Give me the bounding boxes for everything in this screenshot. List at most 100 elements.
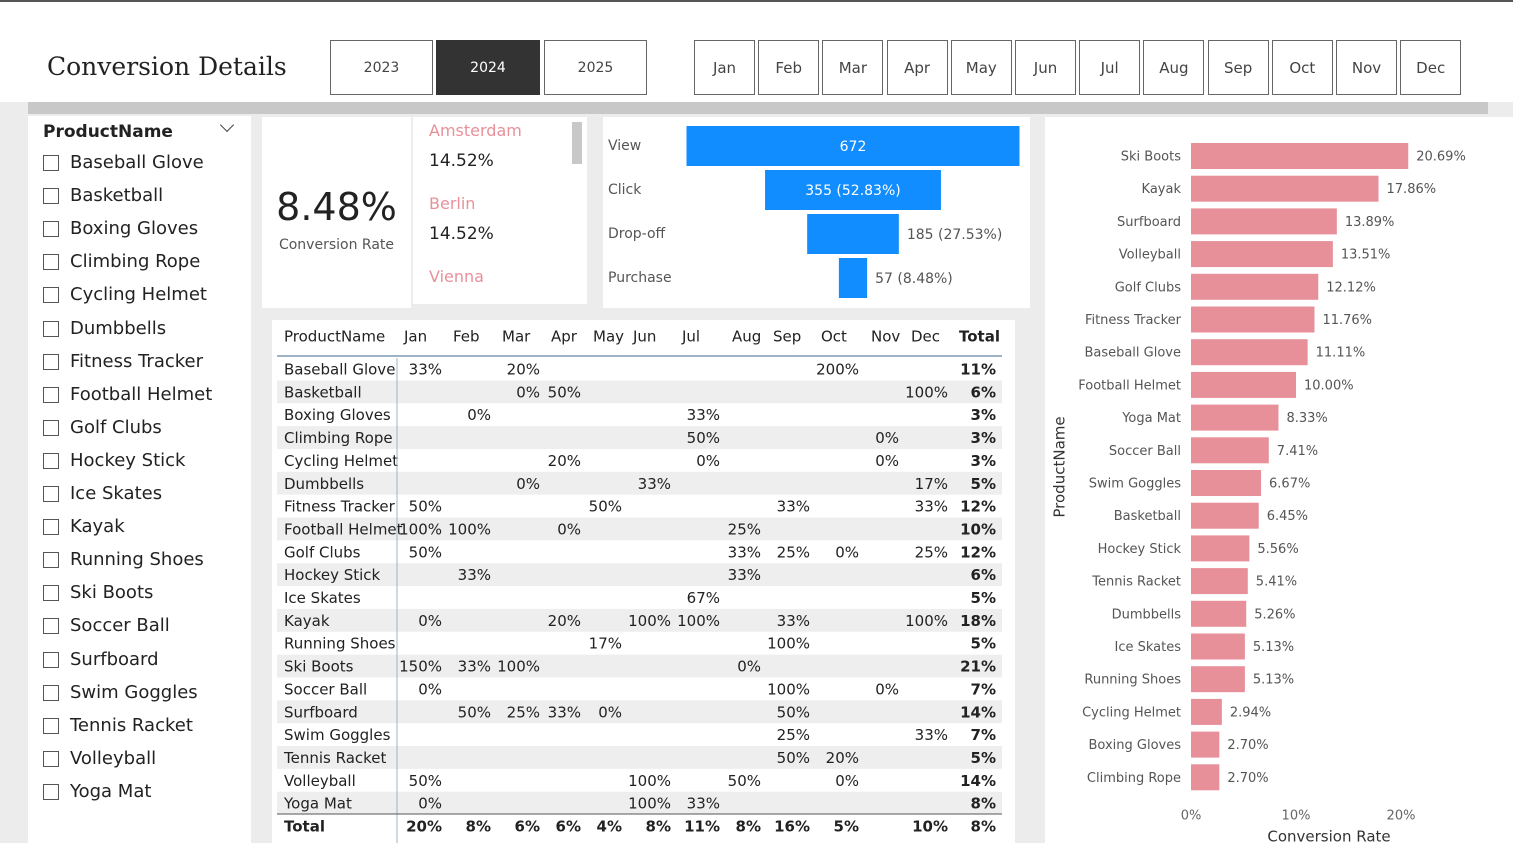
funnel-label: View	[608, 138, 641, 154]
matrix-cell: 50%	[777, 749, 810, 767]
month-button[interactable]: Jun	[1015, 40, 1076, 95]
scrollbar[interactable]	[572, 122, 582, 164]
matrix-cell: 18%	[960, 612, 996, 630]
city-name: Vienna	[429, 267, 484, 286]
slicer-item[interactable]: Basketball	[70, 185, 164, 207]
matrix-header: Apr	[551, 328, 578, 346]
dropdown-chevron[interactable]	[219, 117, 235, 133]
y-tick-label: Yoga Mat	[1121, 411, 1181, 426]
bar-value-label: 11.76%	[1322, 313, 1372, 328]
matrix-cell: 100%	[905, 383, 948, 401]
bar	[1191, 568, 1248, 595]
slicer-item[interactable]: Volleyball	[70, 747, 157, 769]
matrix-cell: 25%	[507, 703, 540, 721]
slicer-item[interactable]: Yoga Mat	[70, 780, 152, 802]
month-button[interactable]: Sep	[1207, 40, 1269, 95]
slicer-item[interactable]: Surfboard	[70, 648, 159, 670]
month-button[interactable]: Oct	[1271, 40, 1333, 95]
checkbox[interactable]	[43, 221, 59, 238]
slicer-item[interactable]: Hockey Stick	[70, 449, 186, 471]
row-label: Running Shoes	[284, 635, 396, 653]
row-label: Boxing Gloves	[284, 406, 391, 424]
checkbox[interactable]	[43, 717, 59, 734]
y-tick-label: Football Helmet	[1078, 378, 1181, 393]
checkbox[interactable]	[43, 386, 59, 403]
checkbox[interactable]	[43, 254, 59, 271]
city-value: 14.52%	[429, 151, 494, 171]
matrix-header: Sep	[773, 328, 801, 346]
kpi-label: Conversion Rate	[278, 237, 395, 253]
slicer-item[interactable]: Climbing Rope	[70, 251, 201, 273]
checkbox[interactable]	[43, 320, 59, 337]
month-button[interactable]: Jan	[694, 40, 755, 95]
month-button[interactable]: May	[950, 40, 1012, 95]
matrix-cell: 50%	[458, 703, 491, 721]
row-label: Yoga Mat	[283, 795, 352, 813]
slicer-item[interactable]: Ice Skates	[70, 483, 163, 504]
bar-value-label: 10.00%	[1304, 378, 1354, 393]
bar-value-label: 8.33%	[1286, 411, 1327, 426]
y-tick-label: Ice Skates	[1115, 640, 1182, 655]
bar-value-label: 5.13%	[1253, 640, 1294, 655]
checkbox[interactable]	[43, 519, 59, 536]
slicer-item[interactable]: Running Shoes	[70, 549, 204, 571]
year-button[interactable]: 2025	[544, 40, 647, 95]
matrix-cell: 0%	[418, 795, 442, 813]
total-cell: 8%	[971, 818, 996, 836]
matrix-cell: 100%	[905, 612, 948, 630]
matrix-cell: 10%	[960, 520, 996, 538]
checkbox[interactable]	[43, 419, 59, 436]
month-button[interactable]: Jul	[1079, 40, 1141, 95]
row-band	[277, 471, 1002, 495]
slicer-item[interactable]: Football Helmet	[70, 383, 213, 405]
slicer-item[interactable]: Ski Boots	[70, 582, 154, 604]
slicer-item[interactable]: Tennis Racket	[70, 714, 193, 736]
checkbox[interactable]	[43, 651, 59, 668]
bar-value-label: 17.86%	[1387, 182, 1437, 197]
matrix-header: Nov	[871, 328, 900, 346]
month-button[interactable]: Mar	[822, 40, 884, 95]
slicer-item[interactable]: Cycling Helmet	[70, 284, 207, 306]
slicer-item[interactable]: Dumbbells	[70, 317, 167, 339]
slicer-item[interactable]: Soccer Ball	[70, 615, 170, 637]
y-tick-label: Boxing Gloves	[1088, 738, 1181, 753]
month-button[interactable]: Nov	[1336, 40, 1397, 95]
slicer-item[interactable]: Baseball Glove	[70, 152, 204, 173]
checkbox[interactable]	[43, 552, 59, 569]
matrix-cell: 50%	[409, 772, 442, 790]
checkbox[interactable]	[43, 618, 59, 635]
city-name: Amsterdam	[429, 121, 522, 140]
page-title: Conversion Details	[47, 52, 287, 81]
checkbox[interactable]	[43, 188, 59, 205]
month-button[interactable]: Dec	[1400, 40, 1462, 95]
slicer-item[interactable]: Kayak	[70, 516, 125, 538]
year-button[interactable]: 2024	[436, 40, 540, 95]
matrix-cell: 7%	[971, 680, 996, 698]
matrix-cell: 0%	[516, 383, 540, 401]
slicer-item[interactable]: Fitness Tracker	[70, 350, 203, 372]
matrix-cell: 33%	[915, 726, 948, 744]
row-band	[277, 608, 1002, 632]
funnel-label: Drop-off	[608, 226, 666, 242]
checkbox[interactable]	[43, 353, 59, 370]
checkbox[interactable]	[43, 155, 59, 171]
checkbox[interactable]	[43, 486, 59, 502]
checkbox[interactable]	[43, 750, 59, 767]
checkbox[interactable]	[43, 452, 59, 469]
total-cell: 6%	[515, 818, 540, 836]
month-button[interactable]: Apr	[886, 40, 948, 95]
month-button[interactable]: Feb	[758, 40, 820, 95]
checkbox[interactable]	[43, 585, 59, 602]
checkbox[interactable]	[43, 783, 59, 800]
total-cell: 5%	[834, 818, 859, 836]
slicer-item[interactable]: Boxing Gloves	[70, 218, 199, 240]
year-button[interactable]: 2023	[330, 40, 433, 95]
matrix-header: Feb	[453, 328, 480, 346]
checkbox[interactable]	[43, 684, 59, 701]
month-button[interactable]: Aug	[1143, 40, 1205, 95]
matrix-cell: 3%	[971, 406, 996, 424]
checkbox[interactable]	[43, 287, 59, 304]
bar	[1191, 698, 1222, 725]
slicer-item[interactable]: Swim Goggles	[70, 681, 198, 703]
slicer-item[interactable]: Golf Clubs	[70, 416, 162, 438]
